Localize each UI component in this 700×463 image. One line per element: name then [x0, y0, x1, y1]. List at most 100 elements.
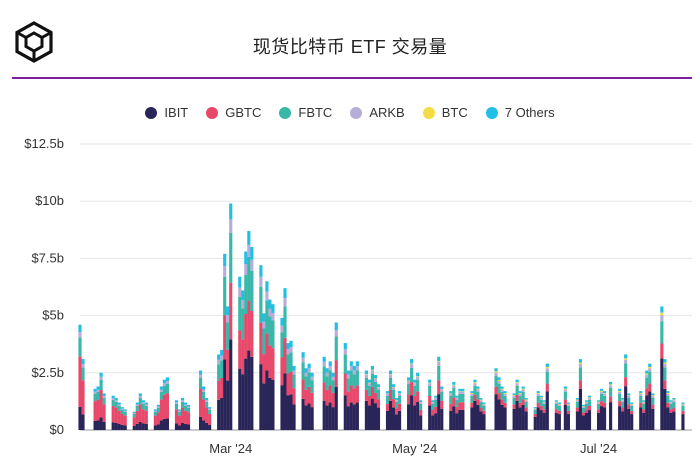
bar-segment-gbtc — [413, 396, 417, 406]
bar-segment-btc — [473, 382, 477, 384]
bar-segment-fbtc — [434, 399, 438, 407]
legend-item-gbtc[interactable]: GBTC — [206, 105, 261, 120]
legend-swatch-arkb — [350, 106, 363, 119]
bar-segment-arkb — [325, 372, 329, 377]
bar-segment-fbtc — [663, 367, 667, 381]
bar-segment-btc — [578, 362, 583, 365]
bar-segment-arkb — [512, 395, 516, 398]
bar-segment-7-others — [500, 386, 504, 389]
bar-segment-btc — [566, 403, 570, 405]
legend-swatch-gbtc — [206, 106, 219, 119]
bar-segment-ibit — [587, 410, 592, 430]
bar-segment-7-others — [205, 397, 209, 401]
bar-segment-fbtc — [494, 375, 498, 387]
bar-segment-btc — [554, 401, 558, 403]
bar-segment-fbtc — [500, 391, 504, 400]
bar-segment-arkb — [479, 400, 483, 402]
bar-segment-fbtc — [307, 372, 311, 387]
bar-segment-arkb — [205, 400, 209, 402]
bar-segment-fbtc — [512, 397, 516, 405]
bar-segment-7-others — [102, 393, 106, 396]
bar-segment-ibit — [681, 414, 685, 430]
bar-segment-fbtc — [566, 405, 570, 411]
bar-segment-gbtc — [174, 409, 179, 424]
bar-segment-btc — [563, 388, 567, 390]
bar-segment-ibit — [515, 400, 519, 430]
bar-segment-arkb — [578, 364, 583, 368]
bar-segment-7-others — [183, 402, 188, 405]
bar-segment-gbtc — [123, 415, 127, 426]
bar-segment-gbtc — [349, 385, 353, 403]
bar-segment-fbtc — [138, 397, 142, 405]
bar-segment-gbtc — [271, 348, 275, 380]
bar-segment-7-others — [672, 397, 676, 400]
bar-segment-gbtc — [434, 406, 438, 414]
bar-segment-gbtc — [364, 389, 368, 401]
bar-segment-gbtc — [642, 409, 646, 413]
bar-segment-arkb — [199, 374, 203, 378]
bar-segment-arkb — [539, 398, 543, 400]
bar-segment-gbtc — [199, 388, 203, 417]
bar-segment-7-others — [153, 409, 157, 411]
bar-segment-ibit — [120, 424, 124, 430]
bar-segment-ibit — [596, 412, 601, 430]
bar-segment-ibit — [93, 420, 97, 430]
bar-segment-fbtc — [144, 405, 148, 411]
bar-segment-fbtc — [177, 411, 182, 416]
bar-segment-ibit — [102, 421, 106, 430]
bar-segment-ibit — [497, 399, 501, 430]
bar-segment-btc — [660, 312, 664, 316]
bar-segment-7-others — [524, 397, 528, 400]
bar-segment-7-others — [587, 395, 592, 398]
bar-segment-7-others — [542, 400, 546, 402]
bar-segment-fbtc — [581, 407, 586, 413]
legend-item-others[interactable]: 7 Others — [485, 105, 555, 120]
bar-segment-btc — [410, 363, 414, 365]
bar-segment-ibit — [624, 386, 628, 430]
bar-segment-7-others — [283, 288, 287, 299]
bar-segment-7-others — [96, 386, 100, 390]
bar-segment-fbtc — [630, 405, 634, 411]
bar-segment-ibit — [144, 423, 148, 430]
bar-segment-ibit — [325, 405, 329, 430]
bar-segment-ibit — [473, 400, 477, 430]
bar-segment-fbtc — [289, 352, 293, 372]
bar-segment-ibit — [476, 404, 480, 430]
bar-segment-fbtc — [292, 374, 296, 389]
bar-segment-fbtc — [223, 276, 227, 316]
bar-segment-gbtc — [394, 408, 399, 415]
bar-segment-fbtc — [220, 360, 224, 378]
bar-segment-gbtc — [367, 396, 371, 406]
bar-segment-7-others — [286, 343, 290, 350]
legend-item-btc[interactable]: BTC — [422, 105, 468, 120]
bar-segment-ibit — [545, 391, 549, 430]
bar-segment-btc — [639, 393, 643, 394]
bar-segment-arkb — [440, 389, 444, 392]
bar-segment-ibit — [575, 411, 580, 430]
bar-segment-gbtc — [304, 389, 308, 406]
legend-label: GBTC — [225, 105, 262, 120]
legend-item-arkb[interactable]: ARKB — [350, 105, 405, 120]
bar-segment-7-others — [437, 356, 441, 362]
bar-segment-gbtc — [645, 388, 649, 396]
bar-segment-arkb — [177, 410, 182, 412]
legend-item-ibit[interactable]: IBIT — [145, 105, 188, 120]
bar-segment-gbtc — [289, 371, 293, 395]
y-tick-label: $0 — [50, 422, 64, 437]
bar-segment-gbtc — [322, 382, 326, 401]
bar-segment-ibit — [642, 412, 646, 430]
bar-segment-arkb — [135, 404, 139, 406]
bar-segment-gbtc — [391, 399, 396, 408]
bar-segment-gbtc — [223, 315, 227, 360]
bar-segment-btc — [681, 403, 685, 405]
bar-segment-ibit — [250, 356, 254, 430]
bar-segment-fbtc — [651, 397, 655, 405]
bar-segment-7-others — [419, 400, 423, 403]
legend-item-fbtc[interactable]: FBTC — [279, 105, 332, 120]
bar-segment-btc — [428, 382, 432, 384]
y-tick-label: $5b — [42, 308, 64, 323]
bar-segment-gbtc — [177, 415, 182, 426]
bar-segment-fbtc — [304, 376, 308, 390]
bar-segment-arkb — [364, 374, 368, 378]
bar-segment-7-others — [229, 203, 233, 220]
